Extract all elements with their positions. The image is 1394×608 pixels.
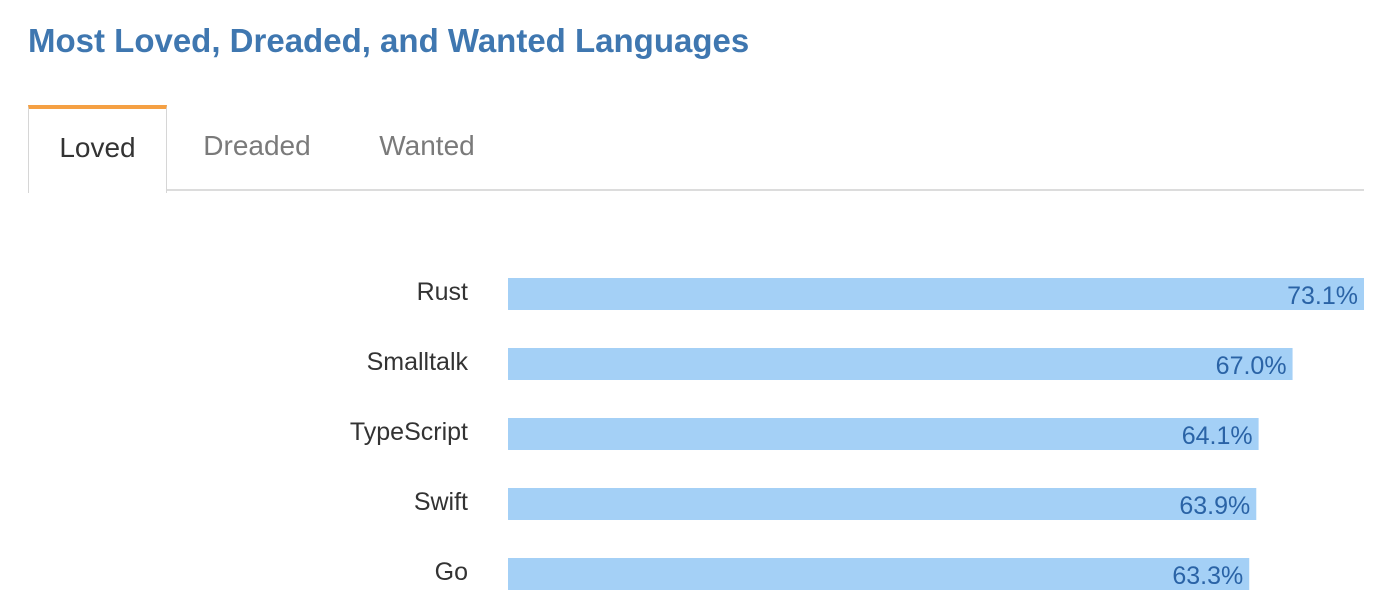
bar-smalltalk	[508, 348, 1293, 380]
category-label-smalltalk: Smalltalk	[367, 348, 469, 376]
category-label-swift: Swift	[414, 488, 468, 516]
category-label-go: Go	[435, 558, 468, 586]
category-label-typescript: TypeScript	[350, 418, 468, 446]
tab-bar: Loved Dreaded Wanted	[28, 105, 1364, 193]
value-label-swift: 63.9%	[1179, 492, 1250, 520]
tab-wanted[interactable]: Wanted	[379, 130, 475, 161]
bar-typescript	[508, 418, 1259, 450]
bar-rust	[508, 278, 1364, 310]
page-title: Most Loved, Dreaded, and Wanted Language…	[28, 22, 750, 59]
value-label-rust: 73.1%	[1287, 282, 1358, 310]
tab-loved[interactable]: Loved	[28, 105, 167, 193]
category-label-rust: Rust	[417, 278, 468, 306]
value-label-typescript: 64.1%	[1182, 422, 1253, 450]
bar-swift	[508, 488, 1257, 520]
bar-go	[508, 558, 1250, 590]
tab-dreaded[interactable]: Dreaded	[203, 130, 311, 161]
value-label-go: 63.3%	[1172, 562, 1243, 590]
value-label-smalltalk: 67.0%	[1216, 352, 1287, 380]
